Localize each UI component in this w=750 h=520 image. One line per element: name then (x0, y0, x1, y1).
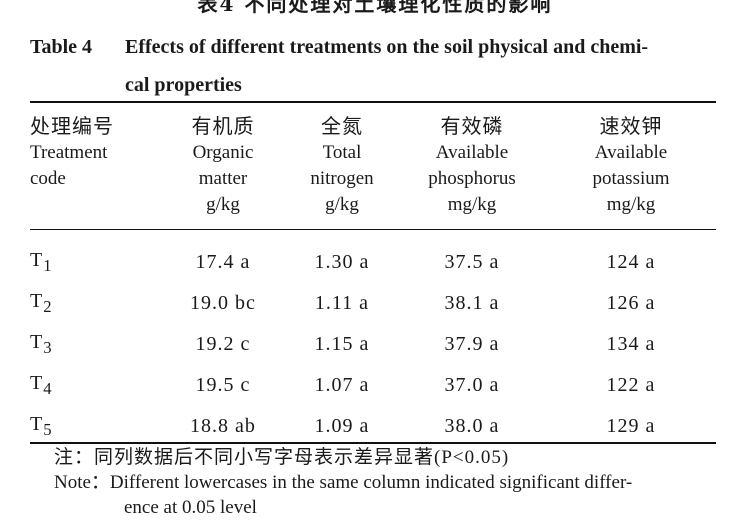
header-available-potassium: 速效钾 Available potassium mg/kg (592, 116, 670, 215)
table-top-rule (30, 101, 716, 103)
organic-matter-cell: 18.8 ab (190, 415, 256, 437)
treatment-code-cell: T5 (30, 413, 53, 439)
caption-line2: cal properties (125, 74, 242, 96)
total-nitrogen-cell: 1.07 a (314, 374, 370, 396)
available-phosphorus-cell: 38.1 a (444, 292, 500, 314)
table-row: T2 19.0 bc 1.11 a 38.1 a 126 a (30, 283, 716, 324)
total-nitrogen-cell: 1.15 a (314, 333, 370, 355)
table-header-rule (30, 229, 716, 230)
soil-properties-table: 处理编号 Treatment code 有机质 Organic matter g… (30, 106, 716, 447)
table-row: T3 19.2 c 1.15 a 37.9 a 134 a (30, 324, 716, 365)
available-phosphorus-cell: 37.0 a (444, 374, 500, 396)
header-organic-matter: 有机质 Organic matter g/kg (191, 116, 255, 215)
treatment-code-cell: T1 (30, 249, 53, 275)
organic-matter-cell: 19.5 c (195, 374, 251, 396)
table-heading-cn: 表4 不同处理对土壤理化性质的影响 (0, 0, 750, 17)
header-total-nitrogen: 全氮 Total nitrogen g/kg (310, 116, 374, 215)
title-cn: 不同处理对土壤理化性质的影响 (244, 0, 553, 16)
caption-label: Table 4 (30, 36, 93, 58)
table-number-cn: 表4 (197, 0, 236, 16)
available-potassium-cell: 126 a (606, 292, 656, 314)
available-potassium-cell: 134 a (606, 333, 656, 355)
total-nitrogen-cell: 1.30 a (314, 251, 370, 273)
table-caption: Table 4 Effects of different treatments o… (30, 28, 730, 104)
table-notes: 注：同列数据后不同小写字母表示差异显著(P<0.05) Note：Differe… (54, 445, 734, 520)
available-potassium-cell: 124 a (606, 251, 656, 273)
header-available-phosphorus: 有效磷 Available phosphorus mg/kg (428, 116, 516, 215)
note-en-line2: ence at 0.05 level (124, 497, 257, 518)
note-en-line1: Note：Different lowercases in the same co… (54, 472, 633, 493)
table-bottom-rule (30, 442, 716, 444)
caption-line1: Effects of different treatments on the s… (125, 36, 649, 58)
available-phosphorus-cell: 37.5 a (444, 251, 500, 273)
available-phosphorus-cell: 38.0 a (444, 415, 500, 437)
table-row: T4 19.5 c 1.07 a 37.0 a 122 a (30, 365, 716, 406)
available-potassium-cell: 129 a (606, 415, 656, 437)
header-row: 处理编号 Treatment code 有机质 Organic matter g… (30, 106, 716, 236)
total-nitrogen-cell: 1.09 a (314, 415, 370, 437)
table-row: T1 17.4 a 1.30 a 37.5 a 124 a (30, 236, 716, 283)
available-potassium-cell: 122 a (606, 374, 656, 396)
treatment-code-cell: T4 (30, 372, 53, 398)
note-cn: 注：同列数据后不同小写字母表示差异显著(P<0.05) (54, 447, 510, 468)
organic-matter-cell: 17.4 a (195, 251, 251, 273)
organic-matter-cell: 19.0 bc (190, 292, 256, 314)
header-treatment-code: 处理编号 Treatment code (30, 116, 114, 189)
table-row: T5 18.8 ab 1.09 a 38.0 a 129 a (30, 406, 716, 447)
treatment-code-cell: T3 (30, 331, 53, 357)
total-nitrogen-cell: 1.11 a (314, 292, 370, 314)
treatment-code-cell: T2 (30, 290, 53, 316)
available-phosphorus-cell: 37.9 a (444, 333, 500, 355)
organic-matter-cell: 19.2 c (195, 333, 251, 355)
